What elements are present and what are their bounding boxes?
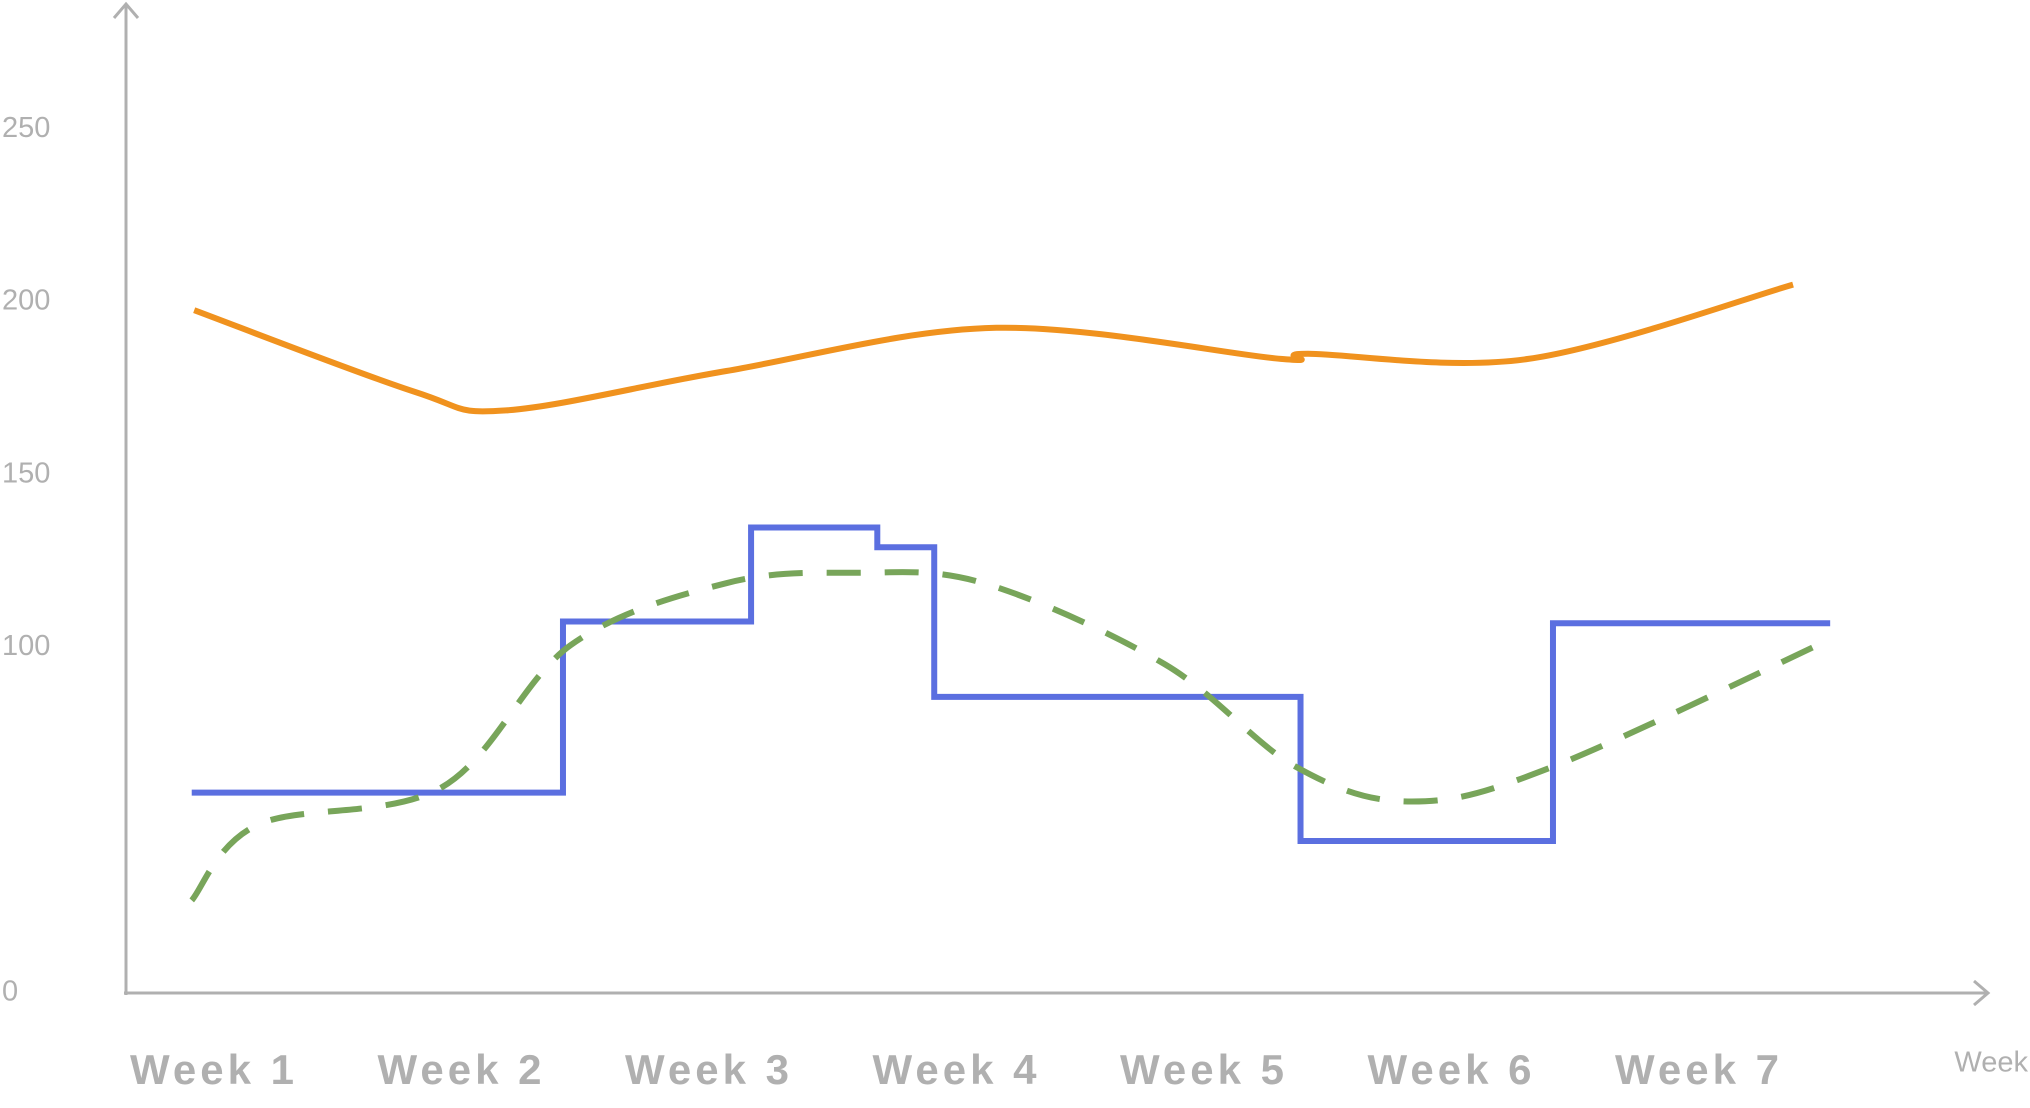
x-tick-label: Week 7 [1615, 1046, 1783, 1093]
x-tick-label: Week 1 [130, 1046, 298, 1093]
y-axis-arrow [112, 1, 140, 19]
y-tick-label: 250 [2, 112, 50, 144]
x-tick-label: Week 4 [873, 1046, 1041, 1093]
x-tick-label: Week 6 [1368, 1046, 1536, 1093]
y-tick-label: 200 [2, 285, 50, 317]
series-line [193, 281, 1794, 415]
x-axis-label: Week [1954, 1047, 2028, 1079]
series-line [191, 524, 1831, 844]
y-tick-label: 100 [2, 630, 50, 662]
series-line [189, 569, 1834, 903]
x-tick-label: Week 3 [625, 1046, 793, 1093]
x-tick-label: Week 5 [1120, 1046, 1288, 1093]
y-tick-label: 0 [2, 976, 18, 1008]
y-tick-label: 150 [2, 457, 50, 489]
x-tick-label: Week 2 [378, 1046, 546, 1093]
x-axis-arrow [1973, 979, 1991, 1007]
